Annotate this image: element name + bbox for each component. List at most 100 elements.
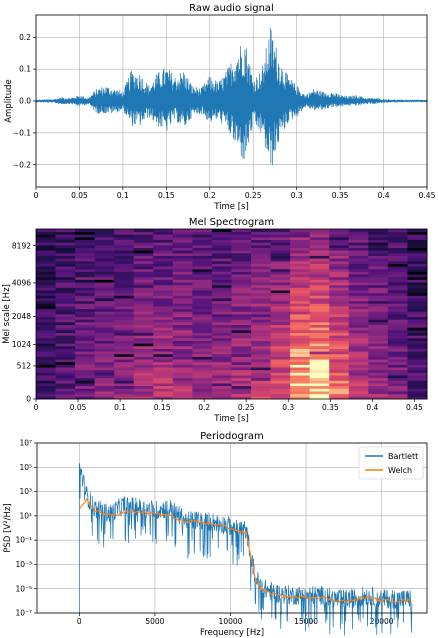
spectrogram-cell — [192, 356, 213, 360]
spectrogram-cell — [55, 335, 76, 339]
spectrogram-cell — [251, 324, 271, 328]
spectrogram-cell — [407, 231, 428, 235]
spectrogram-cell — [133, 306, 154, 310]
spectrogram-cell — [36, 300, 56, 304]
spectrogram-cell — [55, 311, 76, 315]
spectrogram-cell — [192, 255, 213, 259]
spectrogram-cell — [329, 324, 350, 328]
spectrogram-cell — [407, 239, 428, 243]
spectrogram-cell — [231, 298, 252, 302]
spectrogram-cell — [133, 314, 154, 318]
y-tick-label: 10⁻¹ — [15, 536, 32, 545]
spectrogram-cell — [309, 383, 330, 387]
spectrogram-cell — [407, 369, 428, 373]
spectrogram-cell — [192, 377, 213, 381]
spectrogram-cell — [153, 337, 174, 341]
spectrogram-cell — [114, 276, 135, 280]
spectrogram-cell — [94, 372, 115, 376]
spectrogram-cell — [251, 290, 271, 294]
spectrogram-cell — [192, 229, 213, 233]
spectrogram-cell — [153, 255, 174, 259]
spectrogram-cell — [348, 314, 369, 318]
spectrogram-cell — [348, 242, 369, 246]
spectrogram-cell — [231, 377, 252, 381]
spectrogram-cell — [368, 345, 389, 349]
spectrogram-cell — [36, 324, 56, 328]
spectrogram-cell — [75, 229, 96, 233]
spectrogram-cell — [368, 391, 389, 395]
spectrogram-cell — [36, 244, 56, 248]
spectrogram-cell — [172, 229, 193, 233]
spectrogram-cell — [211, 303, 232, 307]
spectrogram-cell — [251, 247, 271, 251]
spectrogram-cell — [192, 329, 213, 333]
spectrogram-cell — [329, 300, 350, 304]
spectrogram-cell — [114, 244, 135, 248]
spectrogram-cell — [94, 255, 115, 259]
spectrogram-cell — [75, 279, 96, 283]
spectrogram-cell — [172, 266, 193, 270]
spectrogram-cell — [36, 388, 56, 392]
spectrogram-cell — [114, 385, 135, 389]
spectrogram-cell — [270, 375, 291, 379]
spectrogram-cell — [55, 236, 76, 241]
spectrogram-cell — [251, 234, 271, 238]
spectrogram-cell — [153, 287, 174, 291]
x-tick-label: 0.15 — [154, 403, 171, 412]
spectrogram-cell — [387, 282, 408, 286]
spectrogram-cell — [36, 271, 56, 275]
spectrogram-cell — [192, 343, 213, 347]
spectrogram-cell — [133, 295, 154, 299]
spectrogram-cell — [290, 377, 311, 381]
spectrogram-cell — [172, 263, 193, 267]
spectrogram-cell — [192, 391, 213, 395]
x-tick-label: 0 — [77, 617, 82, 626]
x-tick-label: 0.2 — [204, 191, 216, 200]
spectrogram-cell — [36, 247, 56, 251]
spectrogram-cell — [251, 321, 271, 326]
spectrogram-cell — [290, 274, 311, 278]
spectrogram-cell — [290, 252, 311, 256]
spectrogram-cell — [133, 258, 154, 262]
spectrogram-cell — [211, 356, 232, 360]
spectrogram-cell — [290, 255, 311, 259]
spectrogram-cell — [309, 321, 330, 326]
spectrogram-cell — [290, 348, 311, 352]
spectrogram-cell — [387, 364, 408, 368]
spectrogram-cell — [387, 260, 408, 264]
spectrogram-cell — [407, 263, 428, 267]
spectrogram-cell — [133, 236, 154, 241]
spectrogram-cell — [368, 319, 389, 323]
spectrogram-cell — [211, 367, 232, 371]
x-tick-label: 0.3 — [291, 191, 303, 200]
spectrogram-cell — [153, 236, 174, 241]
spectrogram-cell — [348, 298, 369, 302]
spectrogram-cell — [231, 266, 252, 270]
spectrogram-cell — [75, 391, 96, 395]
spectrogram-cell — [94, 231, 115, 235]
spectrogram-cell — [94, 329, 115, 333]
spectrogram-cell — [114, 290, 135, 294]
spectrogram-cell — [75, 340, 96, 344]
x-tick-label: 0.3 — [282, 403, 294, 412]
spectrogram-cell — [329, 276, 350, 280]
spectrogram-cell — [36, 274, 56, 278]
spectrogram-cell — [231, 321, 252, 326]
spectrogram-cell — [387, 329, 408, 333]
spectrogram-cell — [153, 274, 174, 278]
raw-audio-panel: 0 0.05 0.1 0.15 0.2 0.25 0.3 0.35 0.4 0.45 −0.2 −0.… — [4, 3, 436, 212]
spectrogram-cell — [231, 229, 252, 233]
spectrogram-cell — [387, 268, 408, 272]
spectrogram-cell — [231, 236, 252, 241]
spectrogram-cell — [309, 329, 330, 333]
spectrogram-cell — [251, 284, 271, 288]
spectrogram-cell — [36, 290, 56, 294]
spectrogram-cell — [231, 393, 252, 397]
spectrogram-cell — [407, 351, 428, 355]
spectrogram-cell — [75, 345, 96, 349]
spectrogram-cell — [290, 337, 311, 341]
spectrogram-cell — [133, 250, 154, 254]
spectrogram-cell — [211, 321, 232, 326]
spectrogram-cell — [368, 369, 389, 373]
spectrogram-cell — [211, 284, 232, 288]
